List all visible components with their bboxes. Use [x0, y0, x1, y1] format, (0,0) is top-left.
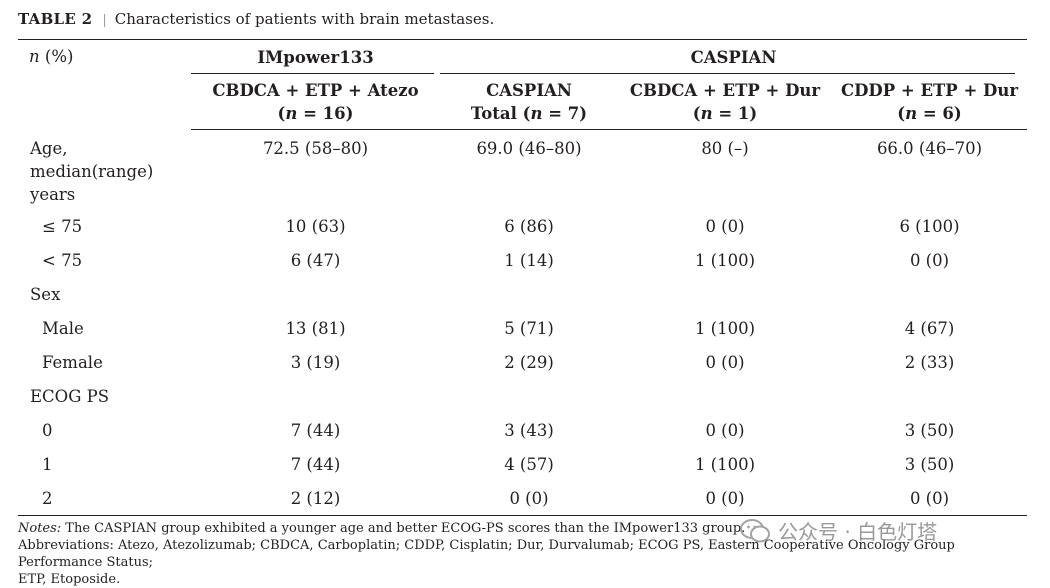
n-symbol: n: [29, 47, 40, 66]
table-title: Characteristics of patients with brain m…: [114, 10, 495, 28]
table-cell: 72.5 (58–80): [262, 139, 369, 158]
table-cell: 0 (0): [705, 352, 745, 372]
notes-text: The CASPIAN group exhibited a younger ag…: [61, 521, 746, 536]
watermark-text: 公众号 · 白色灯塔: [778, 520, 938, 544]
table-cell: 13 (81): [285, 318, 346, 338]
table-cell: [191, 277, 440, 311]
table-cell: 80 (–): [701, 139, 749, 158]
row-label: < 75: [42, 250, 83, 270]
row-label: Male: [42, 318, 84, 338]
row-label: Sex: [30, 284, 61, 304]
row-label: 1: [42, 454, 53, 474]
table-row: ≤ 75 10 (63) 6 (86) 0 (0) 6 (100): [18, 209, 1027, 243]
table-cell: 1 (100): [694, 318, 756, 338]
table-cell: 10 (63): [285, 216, 346, 236]
notes-label: Notes:: [18, 521, 62, 536]
table-cell: 7 (44): [290, 420, 341, 440]
table-caption: TABLE 2 | Characteristics of patients with…: [18, 10, 494, 28]
table-cell: 0 (0): [618, 481, 832, 516]
table-cell: 2 (12): [191, 481, 440, 516]
col-header-cbdca-dur: CBDCA + ETP + Dur (n = 1): [618, 74, 832, 130]
table-cell: 1 (100): [694, 250, 756, 270]
table-cell: [618, 379, 832, 413]
table-cell: 2 (29): [504, 352, 554, 372]
table-row: Sex: [18, 277, 1027, 311]
table-row: Age, median(range) years 72.5 (58–80) 69…: [18, 130, 1027, 210]
row-label: ECOG PS: [30, 386, 110, 406]
row-label: Age, median(range) years: [30, 138, 154, 204]
table-cell: 69.0 (46–80): [476, 139, 582, 158]
table-row: 1 7 (44) 4 (57) 1 (100) 3 (50): [18, 447, 1027, 481]
table-cell: [832, 277, 1027, 311]
table-row: 2 2 (12) 0 (0) 0 (0) 0 (0): [18, 481, 1027, 516]
table-cell: 0 (0): [705, 420, 745, 440]
caption-separator: |: [102, 13, 107, 28]
table-notes: Notes: The CASPIAN group exhibited a you…: [18, 520, 1028, 588]
table-row: 0 7 (44) 3 (43) 0 (0) 3 (50): [18, 413, 1027, 447]
group-impower133: IMpower133: [191, 40, 440, 75]
table-cell: 0 (0): [705, 216, 745, 236]
watermark: 公众号 · 白色灯塔: [740, 516, 937, 545]
table-row: < 75 6 (47) 1 (14) 1 (100) 0 (0): [18, 243, 1027, 277]
table-cell: 6 (86): [504, 216, 554, 236]
table-cell: 7 (44): [290, 454, 341, 474]
table-cell: 4 (67): [904, 318, 955, 338]
table-cell: 0 (0): [909, 250, 950, 270]
table-label: TABLE 2: [18, 10, 93, 28]
table-cell: 66.0 (46–70): [876, 139, 983, 158]
patient-characteristics-table: n (%) IMpower133 CASPIAN CBDCA + ETP + A…: [18, 39, 1027, 516]
col-header-caspian-total: CASPIAN Total (n = 7): [440, 74, 618, 130]
row-label-header: n (%): [29, 47, 74, 66]
table-row: Female 3 (19) 2 (29) 0 (0) 2 (33): [18, 345, 1027, 379]
table-cell: 1 (100): [694, 454, 756, 474]
table-cell: 0 (0): [440, 481, 618, 516]
col-header-cddp-dur: CDDP + ETP + Dur (n = 6): [832, 74, 1027, 130]
col-header-atezo: CBDCA + ETP + Atezo (n = 16): [191, 74, 440, 130]
row-label: ≤ 75: [42, 216, 83, 236]
table-cell: [618, 277, 832, 311]
header-row-columns: CBDCA + ETP + Atezo (n = 16) CASPIAN Total…: [18, 74, 1027, 130]
table-cell: 3 (43): [504, 420, 554, 440]
group-caspian: CASPIAN: [440, 40, 1027, 75]
table-cell: [440, 277, 618, 311]
table-cell: 0 (0): [832, 481, 1027, 516]
table-cell: 6 (47): [290, 250, 341, 270]
table-cell: 3 (19): [290, 352, 341, 372]
row-label: 2: [18, 481, 191, 516]
table-cell: 2 (33): [904, 352, 955, 372]
table-row: Male 13 (81) 5 (71) 1 (100) 4 (67): [18, 311, 1027, 345]
table-cell: 4 (57): [504, 454, 554, 474]
table-row: ECOG PS: [18, 379, 1027, 413]
table-cell: [191, 379, 440, 413]
table-cell: 3 (50): [904, 454, 955, 474]
row-label: Female: [42, 352, 103, 372]
abbreviations: Abbreviations: Atezo, Atezolizumab; CBDC…: [18, 538, 955, 570]
table-cell: 1 (14): [504, 250, 554, 270]
wechat-icon: [740, 518, 770, 544]
table-cell: 6 (100): [899, 216, 960, 236]
table-cell: [832, 379, 1027, 413]
table-cell: 3 (50): [904, 420, 955, 440]
abbreviations-cont: ETP, Etoposide.: [18, 572, 121, 587]
table-cell: 5 (71): [504, 318, 554, 338]
header-row-groups: n (%) IMpower133 CASPIAN: [18, 39, 1027, 75]
row-label: 0: [42, 420, 53, 440]
table-cell: [440, 379, 618, 413]
